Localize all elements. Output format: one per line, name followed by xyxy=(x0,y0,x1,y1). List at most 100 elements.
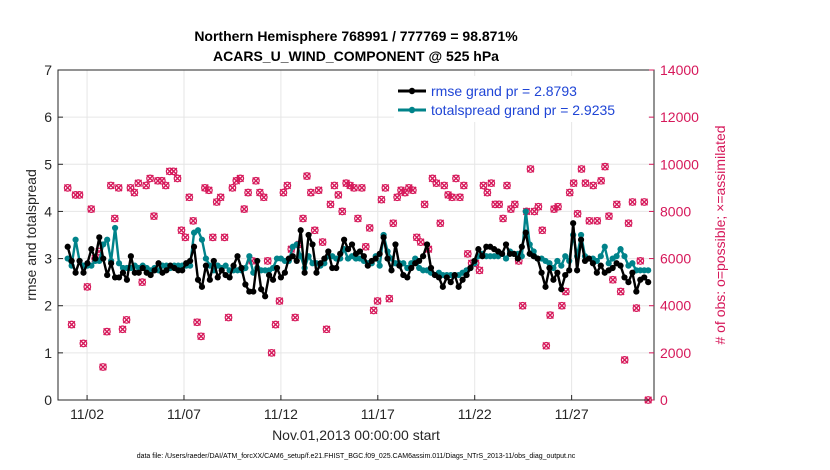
obs-possible-marker xyxy=(240,205,249,213)
obs-possible-marker xyxy=(181,233,190,242)
obs-assimilated-marker xyxy=(463,250,472,258)
obs-possible-marker xyxy=(605,212,613,221)
obs-possible-marker xyxy=(573,209,582,218)
obs-assimilated-marker xyxy=(122,316,131,324)
rmse-point xyxy=(163,267,170,274)
obs-assimilated-marker xyxy=(252,176,260,185)
rmse-point xyxy=(629,269,636,276)
obs-possible-marker xyxy=(452,174,460,183)
totalspread-point xyxy=(577,231,585,239)
obs-markers xyxy=(63,162,653,404)
rmse-point xyxy=(574,267,581,274)
legend-spread-label: totalspread grand pr = 2.9235 xyxy=(431,102,615,118)
obs-assimilated-marker xyxy=(138,278,147,286)
obs-assimilated-marker xyxy=(550,205,558,213)
obs-assimilated-marker xyxy=(330,181,339,190)
obs-possible-marker xyxy=(275,297,284,305)
obs-assimilated-marker xyxy=(291,313,299,322)
obs-assimilated-marker xyxy=(263,257,272,265)
totalspread-point xyxy=(104,236,111,243)
obs-assimilated-marker xyxy=(177,226,186,235)
obs-assimilated-marker xyxy=(205,186,213,195)
obs-possible-marker xyxy=(169,167,178,176)
obs-assimilated-marker xyxy=(146,174,154,183)
totalspread-point xyxy=(554,257,561,265)
y2-tick-label: 12000 xyxy=(660,109,699,125)
y2-tick-label: 10000 xyxy=(660,156,699,172)
rmse-point xyxy=(396,262,403,269)
obs-possible-marker xyxy=(267,348,276,357)
obs-assimilated-marker xyxy=(636,257,645,265)
obs-assimilated-marker xyxy=(554,202,562,211)
obs-possible-marker xyxy=(616,287,625,296)
obs-possible-marker xyxy=(510,200,519,209)
rmse-point xyxy=(179,267,186,274)
obs-assimilated-marker xyxy=(361,242,370,251)
rmse-point xyxy=(68,257,75,265)
obs-possible-marker xyxy=(546,311,555,320)
rmse-point xyxy=(226,274,233,281)
obs-possible-marker xyxy=(338,207,347,216)
obs-assimilated-marker xyxy=(236,174,245,183)
obs-assimilated-marker xyxy=(118,325,127,334)
obs-possible-marker xyxy=(106,181,115,190)
legend-rmse-marker xyxy=(408,87,416,95)
obs-assimilated-marker xyxy=(173,174,182,183)
rmse-point xyxy=(451,271,458,279)
obs-assimilated-marker xyxy=(605,212,613,220)
rmse-point xyxy=(277,274,285,281)
y2-axis-label: # of obs: o=possible; ×=assimilated xyxy=(712,125,728,344)
obs-possible-marker xyxy=(636,257,645,265)
obs-possible-marker xyxy=(518,301,527,310)
obs-assimilated-marker xyxy=(63,184,72,192)
rmse-point xyxy=(88,246,95,253)
rmse-point xyxy=(534,255,541,262)
obs-assimilated-marker xyxy=(232,176,241,185)
obs-assimilated-marker xyxy=(397,186,405,195)
obs-assimilated-marker xyxy=(405,184,413,192)
obs-possible-marker xyxy=(373,297,382,305)
obs-possible-marker xyxy=(479,181,488,190)
obs-assimilated-marker xyxy=(103,327,111,336)
rmse-point xyxy=(230,262,237,269)
obs-possible-marker xyxy=(87,205,96,213)
rmse-point xyxy=(262,293,269,300)
obs-assimilated-marker xyxy=(334,191,343,199)
obs-assimilated-marker xyxy=(518,301,527,310)
rmse-point xyxy=(80,269,87,276)
rmse-point xyxy=(187,257,194,265)
rmse-point xyxy=(416,257,423,265)
obs-assimilated-marker xyxy=(350,184,358,192)
obs-possible-marker xyxy=(381,183,390,192)
obs-assimilated-marker xyxy=(275,297,284,305)
rmse-point xyxy=(404,274,411,281)
obs-possible-marker xyxy=(334,191,343,199)
obs-assimilated-marker xyxy=(169,167,178,176)
y-tick-label: 7 xyxy=(44,62,52,78)
obs-assimilated-marker xyxy=(271,320,280,329)
totalspread-point xyxy=(601,243,608,250)
obs-possible-marker xyxy=(377,195,386,204)
plot-frame xyxy=(57,69,655,401)
obs-possible-marker xyxy=(67,320,76,329)
rmse-point xyxy=(313,269,320,276)
rmse-point xyxy=(376,250,383,257)
obs-possible-marker xyxy=(365,224,374,232)
obs-possible-marker xyxy=(299,214,307,223)
obs-assimilated-marker xyxy=(503,181,511,190)
obs-assimilated-marker xyxy=(314,186,323,195)
obs-possible-marker xyxy=(318,238,327,246)
totalspread-point xyxy=(376,262,383,269)
plot-area xyxy=(58,70,654,400)
rmse-point xyxy=(273,264,281,272)
obs-assimilated-marker xyxy=(483,188,492,197)
obs-possible-marker xyxy=(342,179,351,188)
rmse-point xyxy=(293,257,300,265)
obs-assimilated-marker xyxy=(573,209,582,218)
obs-possible-marker xyxy=(412,233,421,242)
obs-possible-marker xyxy=(204,186,213,195)
obs-possible-marker xyxy=(593,216,602,225)
obs-assimilated-marker xyxy=(267,349,276,357)
obs-possible-marker xyxy=(232,176,241,185)
rmse-point xyxy=(554,269,561,276)
